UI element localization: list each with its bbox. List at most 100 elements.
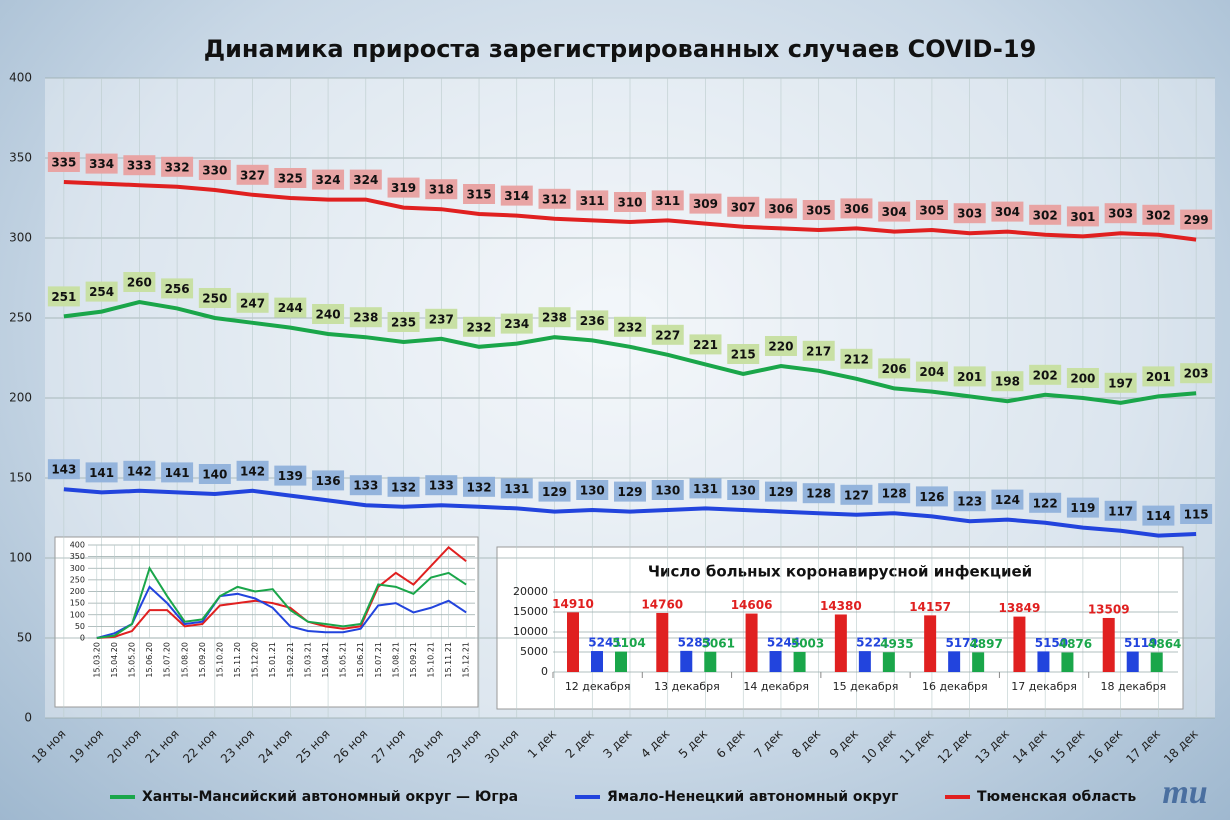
line-series xyxy=(96,585,467,639)
x-tick-label: 5 дек xyxy=(676,727,710,761)
data-label-box xyxy=(500,185,533,206)
data-label-box xyxy=(236,292,269,313)
x-tick-label: 12 декабря xyxy=(565,680,631,693)
x-tick-label: 15.12.20 xyxy=(251,642,260,678)
y-tick-label: 50 xyxy=(17,631,32,645)
line-series xyxy=(63,487,1197,538)
data-label-box xyxy=(953,491,986,512)
data-label-box xyxy=(349,475,382,496)
data-label-box xyxy=(349,307,382,328)
y-tick-label: 0 xyxy=(80,634,85,643)
data-label: 4876 xyxy=(1059,637,1092,651)
x-tick-label: 15.04.21 xyxy=(321,642,330,678)
x-tick-label: 15.08.20 xyxy=(180,642,189,678)
x-tick-label: 15 декабря xyxy=(833,680,899,693)
data-label: 4864 xyxy=(1148,637,1181,651)
y-tick-label: 150 xyxy=(70,599,85,608)
logo: mu xyxy=(1162,774,1207,811)
x-tick-label: 15.04.20 xyxy=(110,642,119,678)
bar xyxy=(972,652,985,672)
data-label: 330 xyxy=(202,164,227,178)
bar xyxy=(769,651,782,672)
data-label-box xyxy=(312,304,345,324)
data-label: 303 xyxy=(1108,207,1133,221)
data-label: 310 xyxy=(617,196,642,210)
data-label: 204 xyxy=(919,365,944,379)
data-label: 256 xyxy=(165,282,190,296)
data-label: 198 xyxy=(995,375,1020,389)
data-label-box xyxy=(764,198,797,219)
data-label: 302 xyxy=(1146,208,1171,222)
data-label-box xyxy=(425,179,458,200)
data-label: 13849 xyxy=(999,601,1041,615)
data-label: 142 xyxy=(127,464,152,478)
bar xyxy=(1037,651,1050,672)
x-tick-label: 15.11.20 xyxy=(233,642,242,678)
x-tick-label: 18 дек xyxy=(1161,727,1201,767)
data-label: 305 xyxy=(806,204,831,218)
data-label-box xyxy=(47,286,80,307)
data-label: 217 xyxy=(806,344,831,358)
x-tick-label: 15.07.20 xyxy=(163,642,172,678)
data-label-box xyxy=(1180,504,1213,524)
data-label-box xyxy=(47,152,80,172)
data-label-box xyxy=(953,366,986,387)
data-label-box xyxy=(1066,497,1099,518)
bar xyxy=(1102,617,1115,672)
data-label: 143 xyxy=(51,463,76,477)
y-tick-label: 5000 xyxy=(520,645,548,658)
data-label: 14380 xyxy=(820,599,862,613)
data-label-box xyxy=(1142,204,1175,225)
data-label-box xyxy=(651,324,684,345)
x-tick-label: 11 дек xyxy=(897,727,937,767)
data-label: 14910 xyxy=(552,597,594,611)
data-label-box xyxy=(576,480,609,500)
y-tick-label: 200 xyxy=(70,587,85,596)
data-label: 301 xyxy=(1070,210,1095,224)
x-tick-label: 7 дек xyxy=(751,727,785,761)
x-tick-label: 28 ноя xyxy=(407,727,446,766)
data-label-box xyxy=(1180,209,1213,230)
x-tick-label: 6 дек xyxy=(714,727,748,761)
x-tick-label: 13 дек xyxy=(972,727,1012,767)
data-label-box xyxy=(878,201,911,222)
x-tick-label: 18 декабря xyxy=(1101,680,1167,693)
data-label: 237 xyxy=(429,312,454,326)
data-label-box xyxy=(689,334,722,355)
bar xyxy=(1013,616,1026,672)
data-label: 123 xyxy=(957,495,982,509)
data-label: 126 xyxy=(919,490,944,504)
data-label-box xyxy=(1066,368,1099,388)
data-label-box xyxy=(47,459,80,480)
data-label: 201 xyxy=(1146,370,1171,384)
x-tick-label: 13 декабря xyxy=(654,680,720,693)
data-label: 141 xyxy=(165,466,190,480)
data-label-box xyxy=(727,480,760,500)
data-label-box xyxy=(312,470,345,491)
y-tick-label: 350 xyxy=(70,552,85,561)
data-label: 312 xyxy=(542,192,567,206)
data-label: 238 xyxy=(542,311,567,325)
data-label: 221 xyxy=(693,338,718,352)
data-label: 201 xyxy=(957,370,982,384)
data-label: 236 xyxy=(580,314,605,328)
x-tick-label: 8 дек xyxy=(789,727,823,761)
data-label: 324 xyxy=(316,173,341,187)
data-label: 131 xyxy=(504,482,529,496)
data-label-box xyxy=(915,486,948,507)
x-tick-label: 17 дек xyxy=(1123,727,1163,767)
y-tick-label: 300 xyxy=(9,231,32,245)
data-label: 131 xyxy=(693,482,718,496)
data-label: 14157 xyxy=(909,600,951,614)
x-tick-label: 26 ноя xyxy=(331,727,370,766)
data-label-box xyxy=(689,193,722,214)
data-label-box xyxy=(463,476,496,497)
data-label: 315 xyxy=(467,188,492,202)
x-tick-label: 10 дек xyxy=(859,727,899,767)
data-label-box xyxy=(991,201,1024,222)
data-label-box xyxy=(840,484,873,505)
y-tick-label: 0 xyxy=(24,711,32,725)
y-tick-label: 10000 xyxy=(513,625,548,638)
bar xyxy=(656,612,669,672)
